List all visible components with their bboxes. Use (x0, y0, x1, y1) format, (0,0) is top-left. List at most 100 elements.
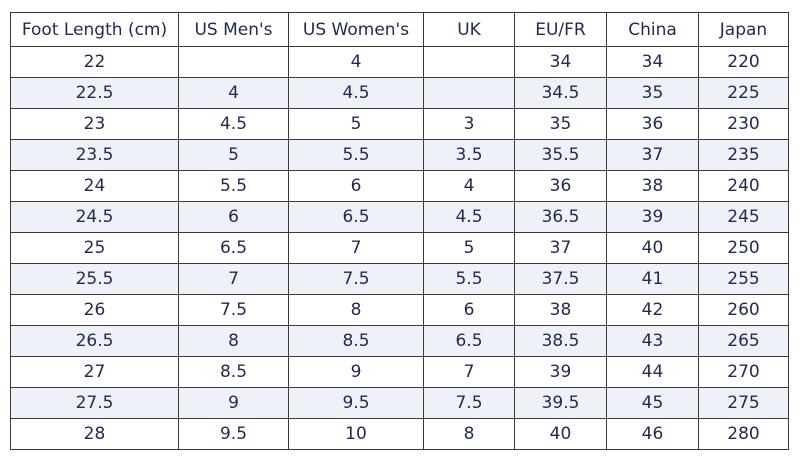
cell-us-mens: 5 (178, 139, 289, 171)
cell-uk: 4.5 (423, 201, 515, 233)
table-row: 26.5 8 8.5 6.5 38.5 43 265 (10, 325, 789, 357)
cell-eu-fr: 35.5 (514, 139, 607, 171)
cell-china: 42 (606, 294, 699, 326)
cell-foot-length: 23 (10, 108, 179, 140)
table-row: 27.5 9 9.5 7.5 39.5 45 275 (10, 387, 789, 419)
cell-us-mens: 7.5 (178, 294, 289, 326)
header-row: Foot Length (cm) US Men's US Women's UK … (10, 12, 789, 47)
cell-eu-fr: 40 (514, 418, 607, 450)
cell-japan: 280 (698, 418, 789, 450)
cell-china: 39 (606, 201, 699, 233)
cell-us-womens: 9 (288, 356, 424, 388)
cell-uk: 7 (423, 356, 515, 388)
cell-china: 37 (606, 139, 699, 171)
table-row: 23 4.5 5 3 35 36 230 (10, 108, 789, 140)
table-row: 24 5.5 6 4 36 38 240 (10, 170, 789, 202)
cell-eu-fr: 38 (514, 294, 607, 326)
cell-eu-fr: 34 (514, 46, 607, 78)
cell-china: 45 (606, 387, 699, 419)
cell-uk: 6 (423, 294, 515, 326)
cell-foot-length: 26 (10, 294, 179, 326)
cell-us-mens: 9.5 (178, 418, 289, 450)
table-row: 25 6.5 7 5 37 40 250 (10, 232, 789, 264)
cell-uk: 7.5 (423, 387, 515, 419)
cell-us-mens: 8.5 (178, 356, 289, 388)
cell-eu-fr: 36 (514, 170, 607, 202)
table-row: 23.5 5 5.5 3.5 35.5 37 235 (10, 139, 789, 171)
cell-japan: 270 (698, 356, 789, 388)
size-conversion-table: Foot Length (cm) US Men's US Women's UK … (10, 12, 789, 450)
cell-us-mens (178, 46, 289, 78)
cell-us-womens: 5 (288, 108, 424, 140)
header-us-womens: US Women's (288, 12, 424, 47)
cell-japan: 250 (698, 232, 789, 264)
cell-china: 43 (606, 325, 699, 357)
cell-japan: 260 (698, 294, 789, 326)
cell-eu-fr: 36.5 (514, 201, 607, 233)
cell-eu-fr: 34.5 (514, 77, 607, 109)
cell-eu-fr: 39 (514, 356, 607, 388)
header-eu-fr: EU/FR (514, 12, 607, 47)
cell-china: 36 (606, 108, 699, 140)
cell-japan: 245 (698, 201, 789, 233)
cell-eu-fr: 37 (514, 232, 607, 264)
cell-us-womens: 10 (288, 418, 424, 450)
cell-us-mens: 9 (178, 387, 289, 419)
cell-japan: 265 (698, 325, 789, 357)
cell-china: 41 (606, 263, 699, 295)
cell-uk: 8 (423, 418, 515, 450)
cell-japan: 225 (698, 77, 789, 109)
cell-foot-length: 22 (10, 46, 179, 78)
cell-eu-fr: 37.5 (514, 263, 607, 295)
cell-us-mens: 8 (178, 325, 289, 357)
cell-us-womens: 4 (288, 46, 424, 78)
cell-uk (423, 77, 515, 109)
cell-uk: 3 (423, 108, 515, 140)
cell-foot-length: 24 (10, 170, 179, 202)
cell-eu-fr: 38.5 (514, 325, 607, 357)
cell-japan: 230 (698, 108, 789, 140)
cell-uk: 6.5 (423, 325, 515, 357)
table-row: 22 4 34 34 220 (10, 46, 789, 78)
cell-foot-length: 22.5 (10, 77, 179, 109)
cell-us-womens: 5.5 (288, 139, 424, 171)
cell-us-mens: 4.5 (178, 108, 289, 140)
cell-us-womens: 8 (288, 294, 424, 326)
cell-foot-length: 27.5 (10, 387, 179, 419)
header-uk: UK (423, 12, 515, 47)
header-foot-length: Foot Length (cm) (10, 12, 179, 47)
cell-japan: 275 (698, 387, 789, 419)
header-us-mens: US Men's (178, 12, 289, 47)
cell-us-mens: 7 (178, 263, 289, 295)
header-china: China (606, 12, 699, 47)
cell-china: 46 (606, 418, 699, 450)
table-row: 24.5 6 6.5 4.5 36.5 39 245 (10, 201, 789, 233)
cell-us-womens: 6.5 (288, 201, 424, 233)
cell-us-womens: 7 (288, 232, 424, 264)
cell-us-womens: 6 (288, 170, 424, 202)
table-row: 26 7.5 8 6 38 42 260 (10, 294, 789, 326)
cell-japan: 240 (698, 170, 789, 202)
cell-foot-length: 27 (10, 356, 179, 388)
table-row: 27 8.5 9 7 39 44 270 (10, 356, 789, 388)
cell-us-mens: 6.5 (178, 232, 289, 264)
cell-china: 44 (606, 356, 699, 388)
cell-china: 34 (606, 46, 699, 78)
cell-us-mens: 4 (178, 77, 289, 109)
cell-foot-length: 25.5 (10, 263, 179, 295)
header-japan: Japan (698, 12, 789, 47)
cell-china: 38 (606, 170, 699, 202)
cell-us-womens: 9.5 (288, 387, 424, 419)
table-row: 22.5 4 4.5 34.5 35 225 (10, 77, 789, 109)
table-body: 22 4 34 34 220 22.5 4 4.5 34.5 35 225 23 4.5 5 3 35 36 23… (10, 46, 789, 450)
cell-uk: 3.5 (423, 139, 515, 171)
cell-japan: 220 (698, 46, 789, 78)
cell-japan: 235 (698, 139, 789, 171)
cell-foot-length: 25 (10, 232, 179, 264)
cell-eu-fr: 39.5 (514, 387, 607, 419)
cell-us-womens: 7.5 (288, 263, 424, 295)
cell-foot-length: 26.5 (10, 325, 179, 357)
cell-eu-fr: 35 (514, 108, 607, 140)
cell-china: 40 (606, 232, 699, 264)
cell-us-womens: 8.5 (288, 325, 424, 357)
